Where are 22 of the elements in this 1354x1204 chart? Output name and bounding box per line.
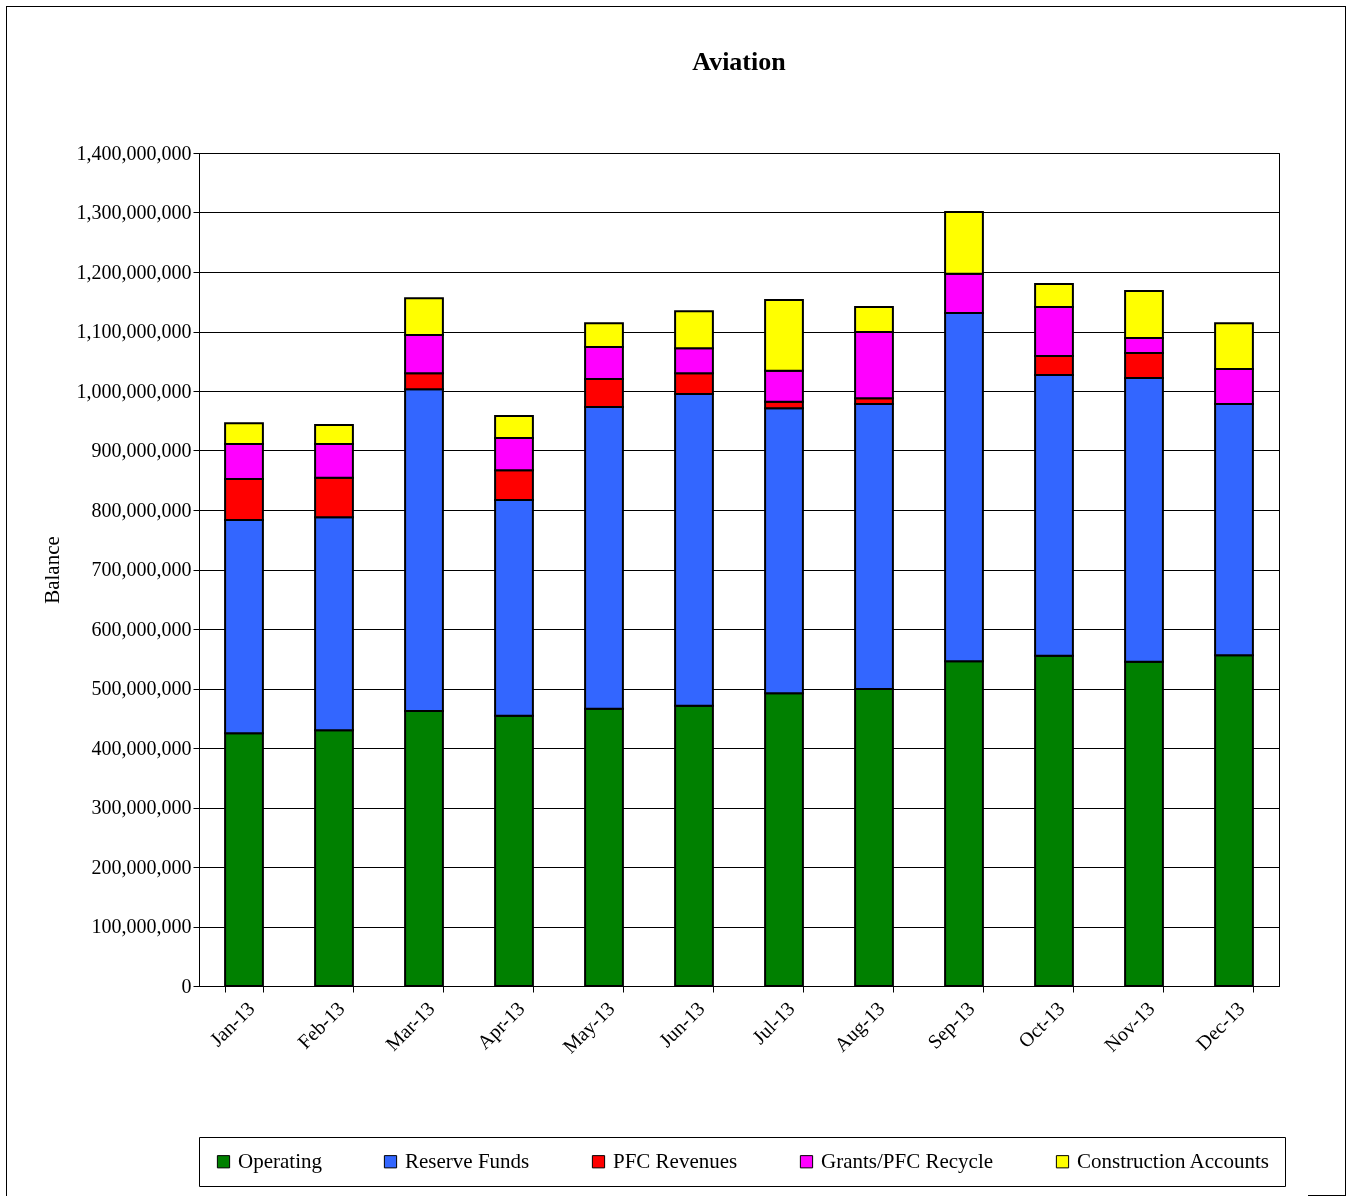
y-tick-label: 1,000,000,000 xyxy=(76,379,192,402)
y-tick-label: 400,000,000 xyxy=(91,736,192,759)
legend-label: Operating xyxy=(238,1148,323,1173)
legend-label: Reserve Funds xyxy=(405,1148,530,1173)
y-tick-label: 600,000,000 xyxy=(91,617,192,640)
y-tick-label: 900,000,000 xyxy=(91,439,192,461)
y-tick-label: 700,000,000 xyxy=(91,558,192,580)
y-tick-label: 1,100,000,000 xyxy=(76,320,192,342)
y-tick-label: 300,000,000 xyxy=(91,796,192,818)
legend-label: PFC Revenues xyxy=(613,1148,738,1173)
y-tick-label: 200,000,000 xyxy=(91,855,192,878)
y-axis-title: Balance xyxy=(39,536,64,604)
legend-label: Construction Accounts xyxy=(1077,1148,1269,1173)
y-tick-label: 500,000,000 xyxy=(91,677,192,699)
y-tick-label: 800,000,000 xyxy=(91,498,192,521)
legend-label: Grants/PFC Recycle xyxy=(821,1148,994,1173)
y-tick-label: 0 xyxy=(181,974,192,997)
y-tick-label: 100,000,000 xyxy=(91,915,192,937)
y-tick-label: 1,400,000,000 xyxy=(76,141,192,164)
y-tick-label: 1,300,000,000 xyxy=(76,201,192,223)
y-tick-label: 1,200,000,000 xyxy=(76,260,192,283)
chart-title: Aviation xyxy=(692,47,787,76)
